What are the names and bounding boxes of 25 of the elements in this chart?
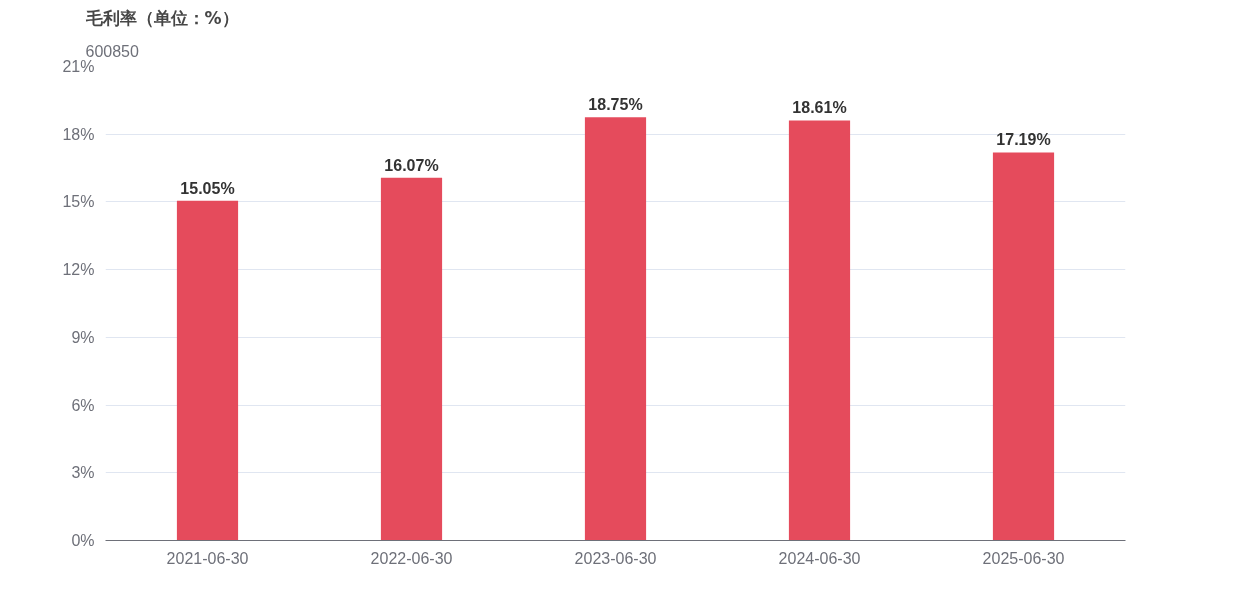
y-tick-label: 18% (62, 125, 95, 143)
y-tick-label: 6% (71, 396, 95, 414)
x-tick-label: 2022-06-30 (370, 549, 453, 567)
data-label: 17.19% (996, 131, 1051, 149)
x-tick-label: 2023-06-30 (574, 549, 657, 567)
y-tick-label: 12% (62, 261, 95, 279)
bar (380, 177, 443, 541)
x-tick-label: 2024-06-30 (778, 549, 861, 567)
x-tick-label: 2025-06-30 (982, 549, 1065, 567)
y-tick-label: 3% (71, 464, 95, 482)
bar (176, 200, 239, 541)
y-tick-label: 21% (62, 58, 95, 75)
data-label: 18.75% (588, 96, 643, 114)
data-label: 18.61% (792, 99, 847, 117)
y-tick-label: 9% (71, 328, 95, 346)
y-tick-label: 15% (62, 193, 95, 211)
data-label: 16.07% (384, 156, 439, 174)
bar (584, 117, 647, 541)
y-tick-label: 0% (71, 532, 95, 549)
bar (788, 120, 851, 541)
chart-subtitle: 600850 (85, 42, 139, 60)
x-tick-label: 2021-06-30 (166, 549, 249, 567)
data-label: 15.05% (180, 179, 235, 197)
chart-title: 毛利率（单位：%） (84, 7, 239, 28)
bar (992, 152, 1055, 541)
